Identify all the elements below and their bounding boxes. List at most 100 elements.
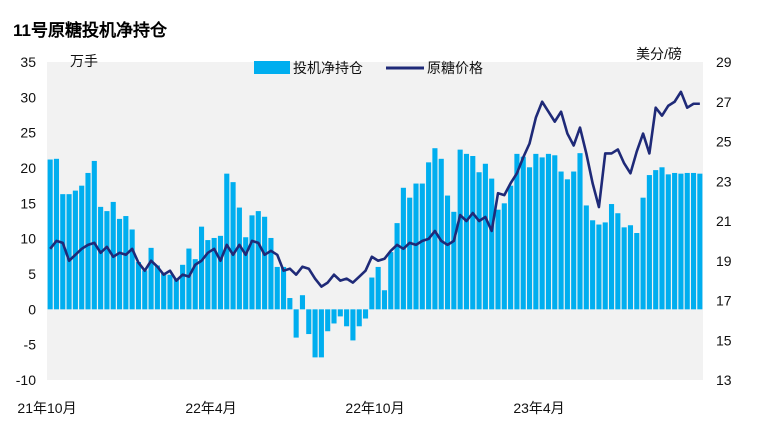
bar-net-position (438, 158, 444, 310)
left-tick-label: -5 (24, 337, 37, 353)
bar-series-group (47, 148, 703, 358)
bar-net-position (539, 157, 545, 310)
legend-bar-swatch (254, 61, 290, 74)
right-axis-unit: 美分/磅 (636, 46, 682, 62)
bar-net-position (520, 156, 526, 310)
bar-net-position (463, 153, 470, 310)
right-tick-label: 13 (716, 372, 732, 388)
bar-net-position (590, 220, 596, 310)
bar-net-position (508, 185, 514, 310)
bar-net-position (432, 148, 438, 310)
left-tick-label: -10 (16, 372, 36, 388)
bar-net-position (98, 206, 104, 310)
bar-net-position (205, 240, 211, 310)
chart-title: 11号原糖投机净持仓 (13, 20, 168, 40)
left-axis-unit: 万手 (70, 53, 98, 69)
bar-net-position (198, 226, 205, 310)
bar-net-position (53, 158, 60, 310)
bar-net-position (344, 309, 350, 327)
bar-net-position (148, 247, 154, 310)
bar-net-position (545, 153, 552, 310)
bar-net-position (230, 182, 236, 310)
legend-line-label: 原糖价格 (427, 60, 483, 76)
bar-net-position (325, 309, 331, 332)
bar-net-position (362, 309, 369, 319)
x-tick-label: 22年10月 (345, 400, 404, 416)
bar-net-position (457, 149, 463, 310)
bar-net-position (236, 207, 242, 310)
bar-net-position (192, 259, 198, 310)
bar-net-position (577, 153, 583, 310)
bar-net-position (274, 266, 280, 310)
bar-net-position (350, 309, 356, 341)
bar-net-position (690, 172, 697, 310)
bar-net-position (634, 233, 640, 310)
bar-net-position (514, 153, 520, 310)
x-tick-label: 21年10月 (17, 400, 76, 416)
x-tick-label: 22年4月 (185, 400, 236, 416)
bar-net-position (444, 195, 451, 310)
bar-net-position (173, 278, 179, 310)
bar-net-position (489, 178, 495, 310)
bar-net-position (180, 264, 186, 310)
bar-net-position (262, 216, 268, 310)
bar-net-position (375, 266, 381, 310)
bar-net-position (60, 194, 66, 310)
bar-net-position (608, 204, 615, 310)
right-tick-label: 27 (716, 94, 732, 110)
bar-net-position (104, 211, 110, 310)
bar-net-position (615, 213, 621, 310)
bar-net-position (413, 183, 419, 310)
bar-net-position (268, 237, 274, 310)
bar-net-position (501, 203, 507, 310)
plot-background (47, 62, 703, 380)
bar-net-position (571, 171, 577, 310)
bar-net-position (318, 309, 324, 358)
bar-net-position (640, 197, 646, 310)
x-axis-ticks: 21年10月 22年4月 22年10月 23年4月 (17, 400, 564, 416)
price-line (49, 90, 700, 288)
bar-net-position (381, 290, 388, 310)
left-tick-label: 0 (28, 301, 36, 317)
bar-net-position (407, 197, 413, 310)
bar-net-position (161, 272, 167, 310)
right-tick-label: 25 (716, 134, 732, 150)
bar-net-position (224, 173, 230, 310)
bar-net-position (331, 309, 337, 324)
bar-net-position (426, 162, 432, 310)
bar-net-position (293, 309, 299, 338)
left-tick-label: 10 (20, 231, 36, 247)
bar-net-position (243, 237, 249, 310)
bar-net-position (142, 270, 148, 310)
bar-net-position (312, 309, 318, 358)
bar-net-position (167, 274, 173, 310)
legend-bar-label: 投机净持仓 (293, 60, 363, 76)
bar-net-position (621, 227, 627, 310)
bar-net-position (299, 295, 306, 310)
bar-net-position (47, 159, 53, 310)
right-tick-label: 19 (716, 253, 732, 269)
bar-net-position (356, 309, 362, 327)
right-tick-label: 15 (716, 332, 732, 348)
right-axis-ticks: 29 27 25 23 21 19 17 15 13 (716, 54, 732, 388)
bar-net-position (186, 248, 192, 310)
left-tick-label: 35 (20, 54, 36, 70)
bar-net-position (85, 172, 91, 310)
right-tick-label: 21 (716, 213, 732, 229)
bar-net-position (564, 179, 570, 310)
bar-net-position (646, 175, 652, 310)
bar-net-position (476, 172, 482, 310)
bar-net-position (249, 215, 255, 310)
bar-net-position (470, 155, 476, 310)
left-tick-label: 30 (20, 89, 36, 105)
bar-net-position (627, 225, 634, 310)
bar-net-position (154, 265, 160, 310)
bar-net-position (533, 153, 539, 310)
bar-net-position (684, 172, 690, 310)
bar-net-position (123, 216, 129, 310)
bar-net-position (211, 237, 217, 310)
right-tick-label: 17 (716, 293, 732, 309)
right-tick-label: 23 (716, 173, 732, 189)
